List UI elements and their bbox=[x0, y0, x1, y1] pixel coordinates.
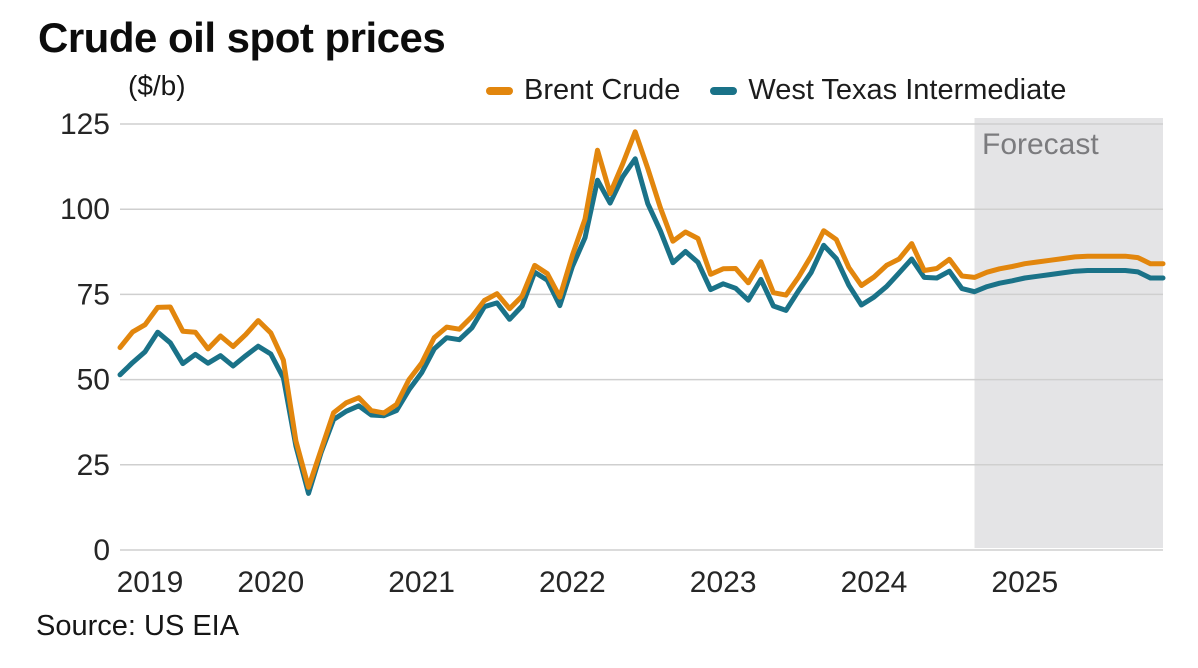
x-axis-tick-label: 2023 bbox=[690, 566, 757, 599]
x-axis-tick-label: 2025 bbox=[991, 566, 1058, 599]
x-axis-tick-label: 2021 bbox=[388, 566, 455, 599]
chart-title: Crude oil spot prices bbox=[38, 14, 446, 61]
source-attribution: Source: US EIA bbox=[36, 610, 240, 642]
legend-item-brent: Brent Crude bbox=[486, 74, 680, 107]
brent-line-swatch-icon bbox=[486, 86, 513, 95]
x-axis-tick-label: 2019 bbox=[117, 566, 184, 599]
y-axis-unit-label: ($/b) bbox=[128, 70, 186, 101]
y-axis-tick-label: 0 bbox=[93, 534, 110, 567]
legend-label-wti: West Texas Intermediate bbox=[748, 74, 1067, 106]
x-axis-tick-label: 2024 bbox=[841, 566, 908, 599]
forecast-band bbox=[974, 118, 1163, 548]
y-axis-tick-label: 125 bbox=[60, 108, 110, 141]
legend-label-brent: Brent Crude bbox=[524, 74, 681, 106]
wti-line-swatch-icon bbox=[710, 86, 738, 95]
x-axis-tick-label: 2020 bbox=[237, 566, 304, 599]
legend-item-wti: West Texas Intermediate bbox=[710, 74, 1066, 107]
y-axis-tick-label: 75 bbox=[77, 278, 110, 311]
y-axis-tick-label: 50 bbox=[77, 364, 110, 397]
forecast-region-label: Forecast bbox=[982, 128, 1099, 161]
legend: Brent Crude West Texas Intermediate bbox=[486, 74, 1066, 107]
x-axis-tick-label: 2022 bbox=[539, 566, 606, 599]
y-axis-tick-label: 25 bbox=[77, 449, 110, 482]
series-line-brent bbox=[117, 129, 1166, 490]
y-axis-tick-label: 100 bbox=[60, 193, 110, 226]
